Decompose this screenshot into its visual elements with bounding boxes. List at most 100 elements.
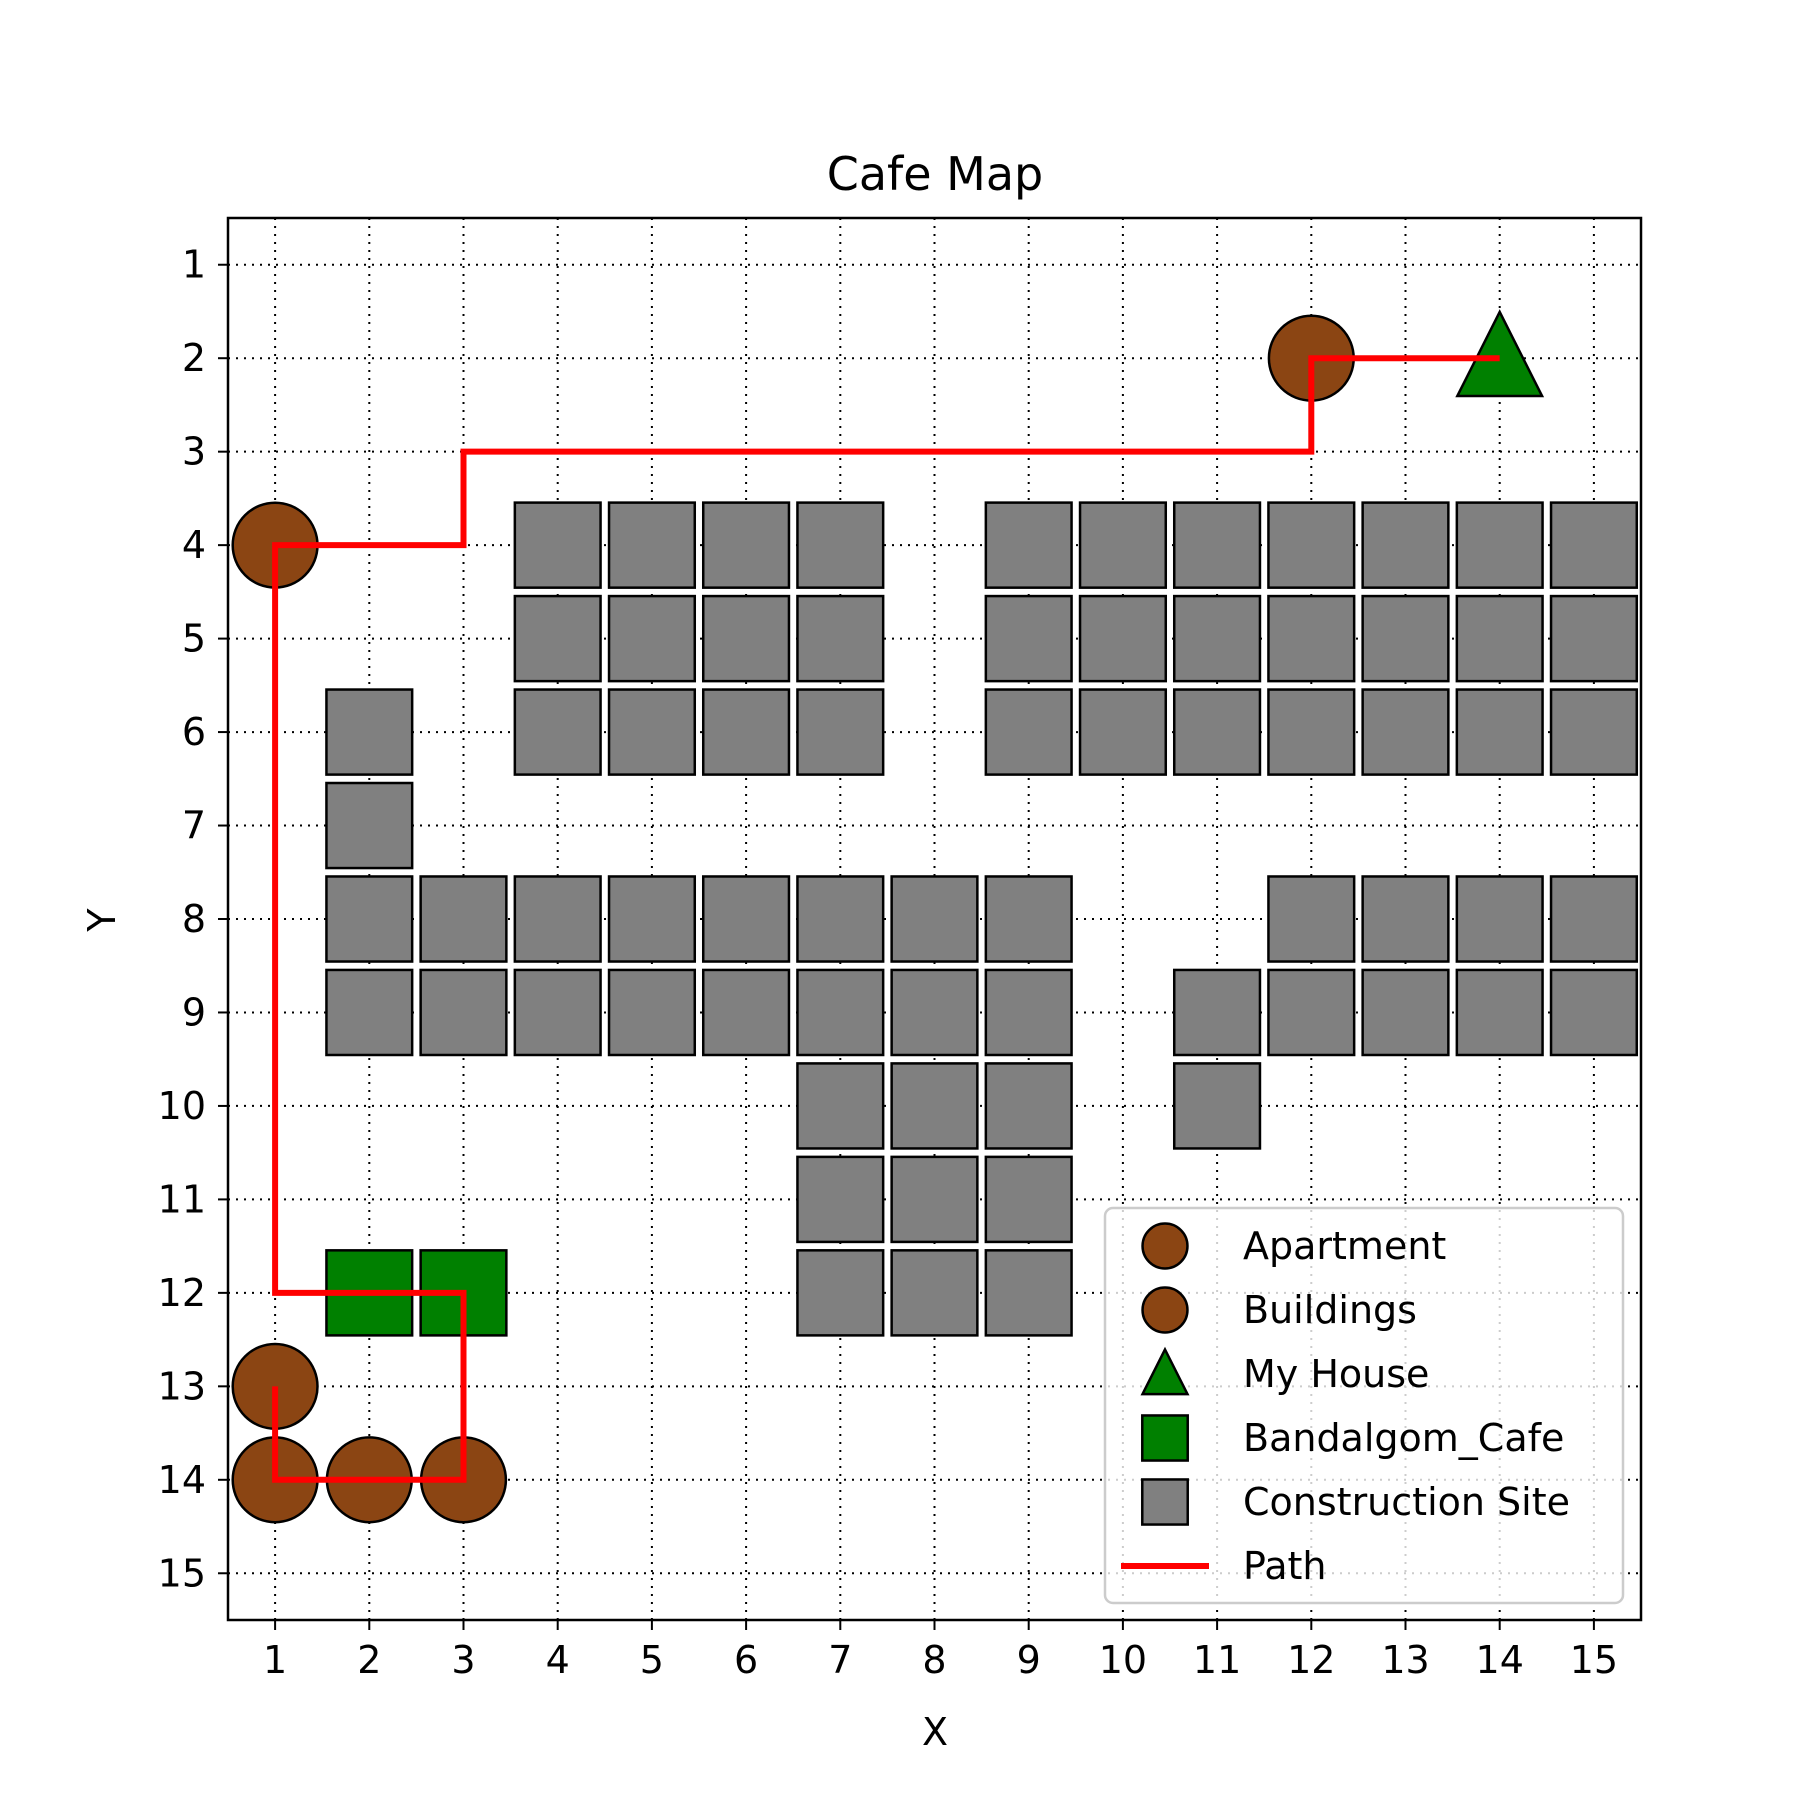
construction-site-marker <box>419 968 508 1057</box>
y-tick-label: 10 <box>158 1084 206 1128</box>
construction-site-marker <box>984 594 1073 683</box>
y-tick-label: 12 <box>158 1271 206 1315</box>
legend-label-path: Path <box>1243 1544 1326 1588</box>
y-tick-label: 4 <box>182 523 206 567</box>
legend-label-my-house: My House <box>1243 1352 1429 1396</box>
y-axis-title: Y <box>80 908 124 933</box>
y-tick-label: 9 <box>182 990 206 1034</box>
x-tick-label: 1 <box>263 1638 287 1682</box>
construction-site-marker <box>1455 968 1544 1057</box>
path-line <box>272 355 1500 1483</box>
construction-site-marker <box>701 688 791 776</box>
chart-title: Cafe Map <box>827 147 1044 201</box>
construction-site-marker <box>701 968 791 1057</box>
construction-site-marker <box>1172 1062 1262 1150</box>
path-layer <box>272 355 1500 1483</box>
construction-site-marker <box>607 968 697 1057</box>
construction-site-marker <box>984 875 1073 963</box>
construction-site-marker <box>513 968 602 1057</box>
construction-site-marker <box>1267 688 1356 776</box>
x-tick-label: 5 <box>640 1638 664 1682</box>
construction-site-marker <box>984 968 1073 1057</box>
construction-site-marker <box>513 688 602 776</box>
construction-site-marker <box>1172 501 1262 589</box>
construction-site-marker <box>984 1155 1073 1244</box>
construction-site-marker <box>796 1062 885 1150</box>
y-tick-label: 1 <box>182 243 206 287</box>
legend-swatch-bandalgom-cafe <box>1141 1414 1189 1462</box>
x-tick-label: 7 <box>828 1638 852 1682</box>
legend-label-bandalgom-cafe: Bandalgom_Cafe <box>1243 1416 1564 1460</box>
construction-site-marker <box>1549 501 1639 589</box>
x-tick-label: 12 <box>1287 1638 1335 1682</box>
construction-site-marker <box>984 1062 1073 1150</box>
construction-site-marker <box>325 968 414 1057</box>
x-axis-title: X <box>922 1710 948 1754</box>
construction-site-marker <box>325 781 414 870</box>
x-tick-label: 6 <box>734 1638 758 1682</box>
x-tick-label: 11 <box>1193 1638 1241 1682</box>
legend-swatch-construction-site <box>1141 1478 1189 1526</box>
construction-site-marker <box>1361 501 1450 589</box>
construction-site-marker <box>1549 875 1639 963</box>
y-tick-label: 5 <box>182 617 206 661</box>
axis-ticks: 1 2 3 4 5 6 7 8 9 10 11 12 13 14 151234567891011121314… <box>158 243 1618 1682</box>
construction-site-marker <box>796 875 885 963</box>
construction-site-marker <box>984 688 1073 776</box>
construction-site-marker <box>890 875 979 963</box>
legend-swatch-buildings <box>1141 1286 1189 1334</box>
x-tick-label: 8 <box>922 1638 946 1682</box>
construction-site-marker <box>1361 968 1450 1057</box>
construction-site-marker <box>325 688 414 776</box>
y-tick-label: 13 <box>158 1364 206 1408</box>
construction-site-marker <box>796 1155 885 1244</box>
x-tick-label: 2 <box>357 1638 381 1682</box>
construction-site-marker <box>890 1155 979 1244</box>
y-tick-label: 11 <box>158 1177 206 1221</box>
legend-box <box>1103 1206 1625 1605</box>
y-tick-label: 14 <box>158 1458 206 1502</box>
legend-label-buildings: Buildings <box>1243 1288 1417 1332</box>
y-tick-label: 2 <box>182 336 206 380</box>
x-tick-label: 10 <box>1099 1638 1147 1682</box>
construction-site-marker <box>1549 688 1639 776</box>
construction-site-marker <box>796 594 885 683</box>
construction-site-marker <box>890 968 979 1057</box>
construction-site-marker <box>607 875 697 963</box>
data-marks <box>231 309 1639 1524</box>
construction-site-marker <box>1172 594 1262 683</box>
construction-site-marker <box>984 1249 1073 1337</box>
construction-site-marker <box>513 875 602 963</box>
legend-label-construction-site: Construction Site <box>1243 1480 1570 1524</box>
construction-site-marker <box>513 501 602 589</box>
construction-site-marker <box>890 1062 979 1150</box>
construction-site-marker <box>1078 594 1168 683</box>
y-tick-label: 15 <box>158 1551 206 1595</box>
construction-site-marker <box>796 1249 885 1337</box>
x-tick-label: 14 <box>1476 1638 1524 1682</box>
legend-swatch-my-house <box>1140 1346 1190 1396</box>
construction-site-marker <box>1267 968 1356 1057</box>
construction-site-marker <box>419 875 508 963</box>
x-tick-label: 9 <box>1017 1638 1041 1682</box>
construction-site-marker <box>1361 875 1450 963</box>
construction-site-marker <box>796 501 885 589</box>
construction-site-marker <box>1267 501 1356 589</box>
construction-site-marker <box>1455 875 1544 963</box>
construction-site-marker <box>701 875 791 963</box>
construction-site-marker <box>796 688 885 776</box>
construction-site-marker <box>1267 594 1356 683</box>
x-tick-label: 4 <box>546 1638 570 1682</box>
legend-label-apartment: Apartment <box>1243 1224 1446 1268</box>
construction-site-marker <box>1549 968 1639 1057</box>
y-tick-label: 8 <box>182 897 206 941</box>
construction-site-marker <box>1455 594 1544 683</box>
construction-site-marker <box>1455 688 1544 776</box>
x-tick-label: 15 <box>1570 1638 1618 1682</box>
construction-site-marker <box>701 501 791 589</box>
x-tick-label: 3 <box>451 1638 475 1682</box>
construction-site-marker <box>607 688 697 776</box>
y-tick-label: 3 <box>182 430 206 474</box>
construction-site-marker <box>890 1249 979 1337</box>
